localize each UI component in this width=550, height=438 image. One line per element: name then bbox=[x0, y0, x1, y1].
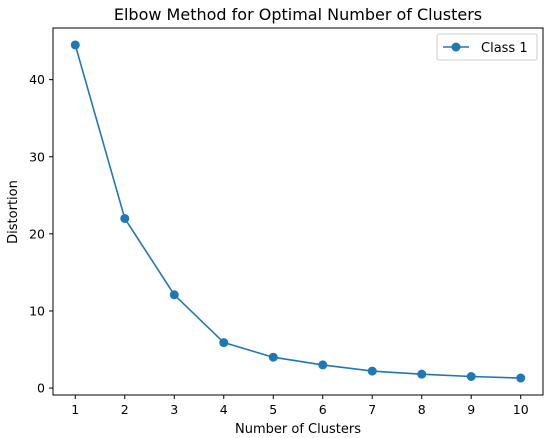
data-point bbox=[367, 366, 377, 376]
y-axis-label: Distortion bbox=[6, 180, 21, 244]
plot-frame bbox=[52, 27, 544, 396]
y-tick-label: 30 bbox=[29, 149, 45, 164]
legend-marker bbox=[451, 42, 461, 52]
data-point bbox=[417, 369, 427, 379]
x-tick-label: 8 bbox=[418, 402, 426, 417]
x-axis-ticks: 1 2 3 4 5 6 7 8 9 10 bbox=[71, 395, 529, 417]
y-tick-label: 10 bbox=[29, 303, 45, 318]
legend-box bbox=[436, 33, 538, 61]
y-axis-ticks: 0 10 20 30 40 bbox=[29, 72, 53, 396]
x-tick-label: 5 bbox=[269, 402, 277, 417]
data-point bbox=[516, 373, 526, 383]
legend: Class 1 bbox=[436, 33, 538, 61]
legend-label: Class 1 bbox=[481, 41, 528, 56]
x-axis-label: Number of Clusters bbox=[235, 422, 361, 437]
y-tick-label: 20 bbox=[29, 226, 45, 241]
chart-title: Elbow Method for Optimal Number of Clust… bbox=[114, 5, 482, 24]
data-point bbox=[268, 352, 278, 362]
series-layer bbox=[70, 40, 526, 383]
x-tick-label: 4 bbox=[220, 402, 228, 417]
x-tick-label: 2 bbox=[121, 402, 129, 417]
data-point bbox=[169, 290, 179, 300]
data-point bbox=[466, 371, 476, 381]
x-tick-label: 7 bbox=[368, 402, 376, 417]
data-point bbox=[120, 213, 130, 223]
series-line bbox=[74, 44, 521, 379]
data-point bbox=[219, 338, 229, 348]
y-tick-label: 40 bbox=[29, 72, 45, 87]
x-tick-label: 6 bbox=[319, 402, 327, 417]
data-point bbox=[70, 40, 80, 50]
x-tick-label: 10 bbox=[513, 402, 529, 417]
data-point bbox=[318, 360, 328, 370]
y-tick-label: 0 bbox=[37, 381, 45, 396]
x-tick-label: 3 bbox=[170, 402, 178, 417]
x-tick-label: 9 bbox=[467, 402, 475, 417]
x-tick-label: 1 bbox=[71, 402, 79, 417]
